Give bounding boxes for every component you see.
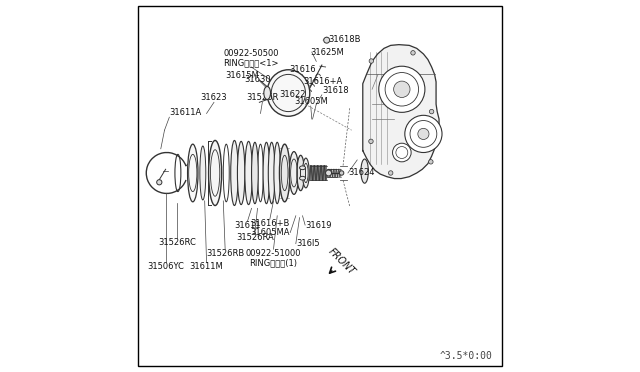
Circle shape (369, 59, 374, 63)
Ellipse shape (300, 176, 305, 180)
Ellipse shape (237, 141, 245, 205)
Polygon shape (363, 45, 439, 179)
Text: 31630: 31630 (244, 76, 271, 84)
Circle shape (388, 171, 393, 175)
Text: 31605M: 31605M (294, 97, 328, 106)
Text: 31506YC: 31506YC (147, 262, 184, 271)
Text: 31605MA: 31605MA (251, 228, 291, 237)
Text: 31625M: 31625M (310, 48, 344, 57)
Circle shape (394, 81, 410, 97)
Text: ^3.5*0:00: ^3.5*0:00 (440, 351, 493, 361)
Text: 00922-50500: 00922-50500 (223, 49, 279, 58)
Circle shape (392, 143, 411, 162)
Text: 31618: 31618 (322, 86, 349, 95)
Ellipse shape (280, 144, 290, 202)
Text: 31611M: 31611M (189, 262, 223, 271)
Text: FRONT: FRONT (326, 246, 356, 277)
Ellipse shape (297, 155, 305, 190)
Ellipse shape (209, 141, 221, 205)
Text: 31623: 31623 (201, 93, 227, 102)
Ellipse shape (267, 70, 310, 116)
Text: 31618B: 31618B (328, 35, 361, 44)
Text: 31526R: 31526R (246, 93, 278, 102)
Text: 31616: 31616 (289, 65, 316, 74)
Ellipse shape (188, 144, 198, 202)
Circle shape (429, 109, 434, 114)
Ellipse shape (361, 159, 369, 183)
Text: 31616+A: 31616+A (303, 77, 342, 86)
Ellipse shape (274, 142, 280, 204)
Circle shape (326, 170, 332, 176)
Text: 31526RB: 31526RB (206, 249, 244, 258)
Text: 31611A: 31611A (170, 108, 202, 117)
Text: 31624: 31624 (348, 169, 374, 177)
Ellipse shape (231, 141, 238, 205)
Circle shape (411, 51, 415, 55)
Text: 00922-51000: 00922-51000 (246, 249, 301, 258)
Circle shape (369, 139, 373, 144)
Circle shape (418, 128, 429, 140)
Ellipse shape (300, 166, 305, 170)
Ellipse shape (252, 142, 259, 204)
Text: 31616+B: 31616+B (250, 219, 289, 228)
Text: RINGリング(1): RINGリング(1) (250, 259, 298, 267)
Circle shape (405, 115, 442, 153)
Ellipse shape (268, 142, 275, 204)
Ellipse shape (263, 142, 270, 204)
Ellipse shape (200, 146, 206, 200)
Text: 31615M: 31615M (225, 71, 259, 80)
Bar (300, 168, 305, 178)
Text: 31619: 31619 (305, 221, 332, 230)
Ellipse shape (264, 86, 271, 100)
Circle shape (429, 160, 433, 164)
Circle shape (379, 66, 425, 112)
Circle shape (157, 180, 162, 185)
Ellipse shape (289, 152, 299, 194)
Circle shape (339, 171, 344, 175)
Text: 31622: 31622 (279, 90, 305, 99)
Text: 31526RC: 31526RC (158, 238, 196, 247)
Text: 31526RA: 31526RA (236, 232, 274, 241)
Text: RINGリング<1>: RINGリング<1> (223, 58, 279, 67)
Text: 316l5: 316l5 (296, 239, 319, 248)
Circle shape (324, 37, 330, 43)
Text: 31611: 31611 (234, 221, 260, 230)
Ellipse shape (245, 141, 252, 205)
Ellipse shape (303, 158, 309, 188)
